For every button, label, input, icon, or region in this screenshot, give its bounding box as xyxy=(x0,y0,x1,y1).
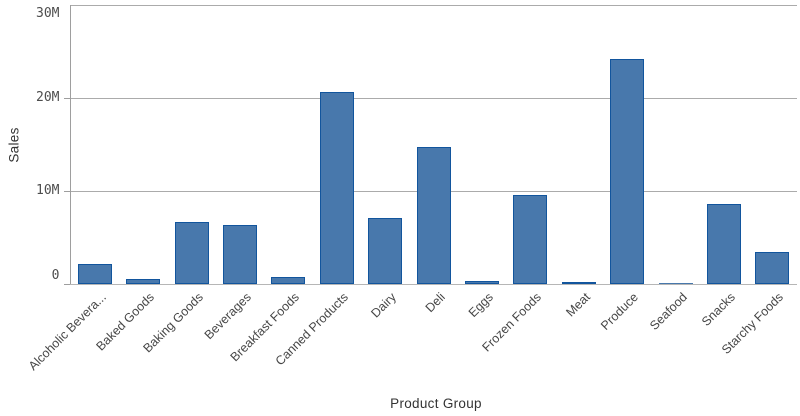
bar-meat[interactable] xyxy=(561,282,596,285)
bar-deli[interactable] xyxy=(416,147,451,284)
y-tickmark-20m xyxy=(63,97,71,99)
x-tick-label-seafood[interactable]: Seafood xyxy=(646,290,690,333)
x-axis-line xyxy=(70,284,797,285)
bar-eggs[interactable] xyxy=(464,281,499,284)
y-tickmark-10m xyxy=(63,190,71,192)
bar-canned-products[interactable] xyxy=(319,92,354,284)
x-tick-label-dairy[interactable]: Dairy xyxy=(368,290,399,321)
y-tickmark-0 xyxy=(63,284,71,285)
bar-beverages[interactable] xyxy=(222,225,257,284)
bar-seafood[interactable] xyxy=(658,283,693,285)
x-tick-label-alcoholic-bevera[interactable]: Alcoholic Bevera... xyxy=(25,290,109,374)
y-tick-label-0: 0 xyxy=(51,267,60,283)
x-tick-label-eggs[interactable]: Eggs xyxy=(465,290,496,321)
x-tick-label-meat[interactable]: Meat xyxy=(563,290,593,320)
bar-alcoholic-bevera[interactable] xyxy=(77,263,112,284)
x-axis-title: Product Group xyxy=(390,396,482,411)
y-axis-line xyxy=(70,5,71,285)
bar-snacks[interactable] xyxy=(706,203,741,284)
y-tick-label-10m: 10M xyxy=(36,183,60,199)
bar-baked-goods[interactable] xyxy=(126,279,161,284)
x-tick-label-produce[interactable]: Produce xyxy=(598,290,641,333)
gridline-30m xyxy=(70,4,797,6)
y-tick-label-30m: 30M xyxy=(36,5,60,21)
gridline-20m xyxy=(70,97,797,99)
bar-frozen-foods[interactable] xyxy=(513,195,548,284)
bar-dairy[interactable] xyxy=(368,217,403,284)
x-tick-label-deli[interactable]: Deli xyxy=(422,290,448,316)
y-tick-label-20m: 20M xyxy=(36,90,60,106)
x-tick-label-snacks[interactable]: Snacks xyxy=(698,290,738,329)
y-axis-title: Sales xyxy=(6,127,22,163)
bar-baking-goods[interactable] xyxy=(174,221,209,284)
bar-starchy-foods[interactable] xyxy=(755,252,790,284)
bar-breakfast-foods[interactable] xyxy=(271,277,306,284)
bar-produce[interactable] xyxy=(610,58,645,284)
